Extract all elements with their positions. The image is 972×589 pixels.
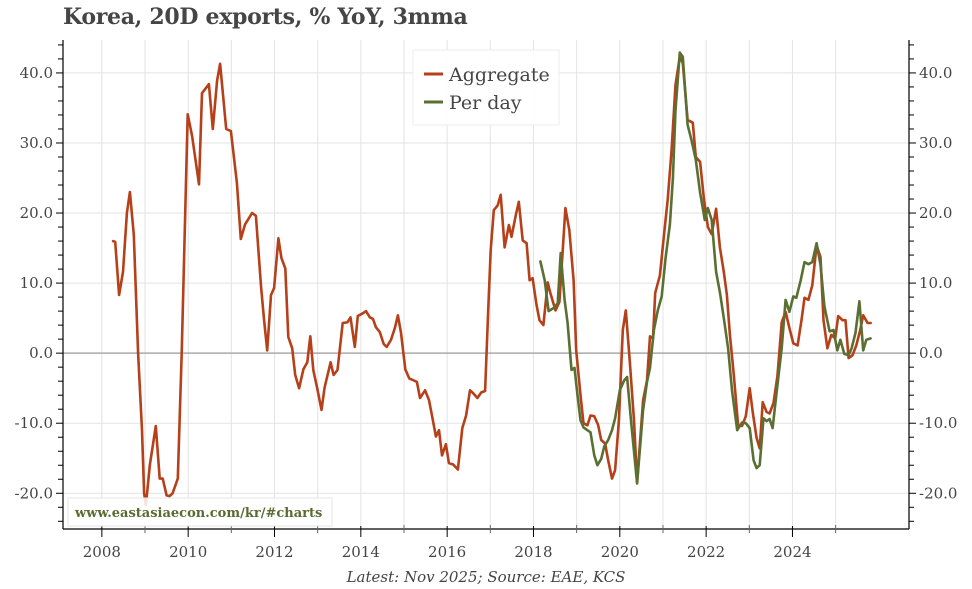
legend: Aggregate Per day (412, 49, 560, 126)
y-tick-label-right: -10.0 (919, 414, 957, 432)
legend-label-per-day: Per day (449, 92, 522, 114)
chart-title: Korea, 20D exports, % YoY, 3mma (63, 4, 468, 30)
x-tick-label: 2012 (255, 543, 293, 561)
legend-label-aggregate: Aggregate (448, 64, 550, 86)
x-tick-label: 2024 (773, 543, 811, 561)
axes: -20.0 -20.0 -10.0 -10.0 0.0 0.0 10.0 10.0 20.0 20… (15, 40, 957, 561)
y-tick-label-left: 20.0 (20, 204, 53, 222)
y-tick-label-left: 0.0 (29, 344, 53, 362)
x-tick-label: 2014 (342, 543, 380, 561)
x-tick-label: 2010 (169, 543, 207, 561)
series-line-aggregate (111, 55, 872, 507)
x-tick-label: 2016 (428, 543, 466, 561)
y-tick-label-right: -20.0 (919, 484, 957, 502)
y-tick-label-left: -10.0 (15, 414, 53, 432)
legend-box (412, 49, 560, 126)
y-tick-label-right: 10.0 (919, 274, 952, 292)
watermark: www.eastasiaecon.com/kr/#charts (67, 497, 333, 527)
y-tick-label-right: 0.0 (919, 344, 943, 362)
x-tick-label: 2008 (83, 543, 121, 561)
watermark-text: www.eastasiaecon.com/kr/#charts (74, 506, 322, 521)
y-tick-label-right: 20.0 (919, 204, 952, 222)
y-tick-label-left: 10.0 (20, 274, 53, 292)
x-tick-label: 2022 (687, 543, 725, 561)
y-tick-label-left: 40.0 (20, 64, 53, 82)
series-line-per-day (539, 51, 872, 485)
x-tick-label: 2018 (514, 543, 552, 561)
chart-caption: Latest: Nov 2025; Source: EAE, KCS (346, 568, 626, 586)
y-tick-label-right: 40.0 (919, 64, 952, 82)
x-tick-label: 2020 (601, 543, 639, 561)
y-tick-label-left: -20.0 (15, 484, 53, 502)
y-tick-label-left: 30.0 (20, 134, 53, 152)
series-lines (111, 51, 872, 507)
watermark-box (67, 497, 333, 527)
y-tick-label-right: 30.0 (919, 134, 952, 152)
